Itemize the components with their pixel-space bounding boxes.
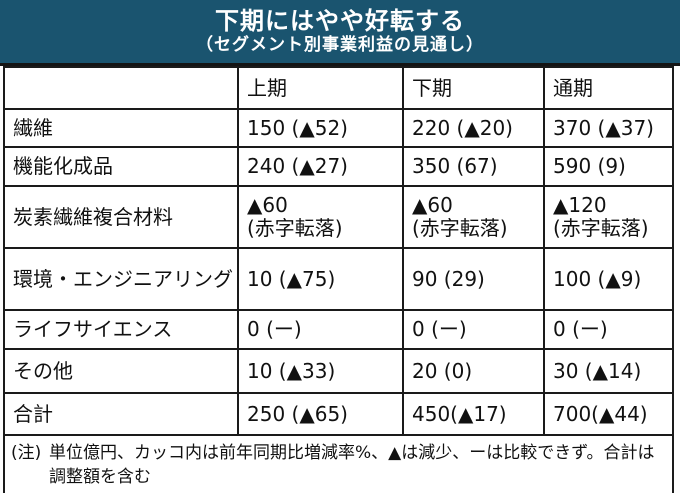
value-cell: 90 (29) <box>402 247 545 311</box>
table-container: 上期 下期 通期 繊維 150 (▲52) 220 (▲20) 370 (▲37… <box>3 66 674 493</box>
footnote: (注) 単位億円、カッコ内は前年同期比増減率%、▲は減少、ーは比較できず。合計は… <box>3 436 674 493</box>
value-cell: 240 (▲27) <box>237 146 404 187</box>
segment-profit-table: 上期 下期 通期 繊維 150 (▲52) 220 (▲20) 370 (▲37… <box>3 66 674 436</box>
value-cell: 100 (▲9) <box>543 247 674 311</box>
value-cell: ▲60 (赤字転落) <box>237 185 404 249</box>
row-label: 繊維 <box>3 108 239 148</box>
value-cell: ▲120 (赤字転落) <box>543 185 674 249</box>
table-row-performance-chemicals: 機能化成品 240 (▲27) 350 (67) 590 (9) <box>3 146 674 187</box>
value-cell: 450(▲17) <box>402 392 545 436</box>
table-row-fibers: 繊維 150 (▲52) 220 (▲20) 370 (▲37) <box>3 108 674 148</box>
row-label: 環境・エンジニアリング <box>3 247 239 311</box>
value-cell: 30 (▲14) <box>543 348 674 394</box>
table-header-row: 上期 下期 通期 <box>3 66 674 110</box>
row-label: 炭素繊維複合材料 <box>3 185 239 249</box>
table-row-others: その他 10 (▲33) 20 (0) 30 (▲14) <box>3 348 674 394</box>
column-header-second-half: 下期 <box>402 66 545 110</box>
row-label: 合計 <box>3 392 239 436</box>
chart-subtitle: （セグメント別事業利益の見通し） <box>196 35 484 56</box>
table-row-total: 合計 250 (▲65) 450(▲17) 700(▲44) <box>3 392 674 436</box>
column-header-first-half: 上期 <box>237 66 404 110</box>
row-label: ライフサイエンス <box>3 309 239 350</box>
value-cell: 20 (0) <box>402 348 545 394</box>
value-cell: 150 (▲52) <box>237 108 404 148</box>
chart-title: 下期にはやや好転する <box>215 6 465 35</box>
table-row-environment-engineering: 環境・エンジニアリング 10 (▲75) 90 (29) 100 (▲9) <box>3 247 674 311</box>
footnote-text: 単位億円、カッコ内は前年同期比増減率%、▲は減少、ーは比較できず。合計は調整額を… <box>49 443 655 487</box>
value-cell: 350 (67) <box>402 146 545 187</box>
value-cell: 10 (▲75) <box>237 247 404 311</box>
value-cell: 0 (ー) <box>237 309 404 350</box>
table-row-life-science: ライフサイエンス 0 (ー) 0 (ー) 0 (ー) <box>3 309 674 350</box>
value-cell: 590 (9) <box>543 146 674 187</box>
column-header-full-year: 通期 <box>543 66 674 110</box>
value-cell: 0 (ー) <box>543 309 674 350</box>
value-cell: 250 (▲65) <box>237 392 404 436</box>
value-cell: 220 (▲20) <box>402 108 545 148</box>
value-cell: 700(▲44) <box>543 392 674 436</box>
table-row-carbon-fiber-composites: 炭素繊維複合材料 ▲60 (赤字転落) ▲60 (赤字転落) ▲120 (赤字転… <box>3 185 674 249</box>
value-cell: ▲60 (赤字転落) <box>402 185 545 249</box>
row-label: 機能化成品 <box>3 146 239 187</box>
value-cell: 370 (▲37) <box>543 108 674 148</box>
column-header-blank <box>3 66 239 110</box>
chart-header: 下期にはやや好転する （セグメント別事業利益の見通し） <box>0 0 680 63</box>
value-cell: 10 (▲33) <box>237 348 404 394</box>
value-cell: 0 (ー) <box>402 309 545 350</box>
footnote-marker: (注) <box>11 443 42 463</box>
row-label: その他 <box>3 348 239 394</box>
header-divider <box>0 63 680 66</box>
